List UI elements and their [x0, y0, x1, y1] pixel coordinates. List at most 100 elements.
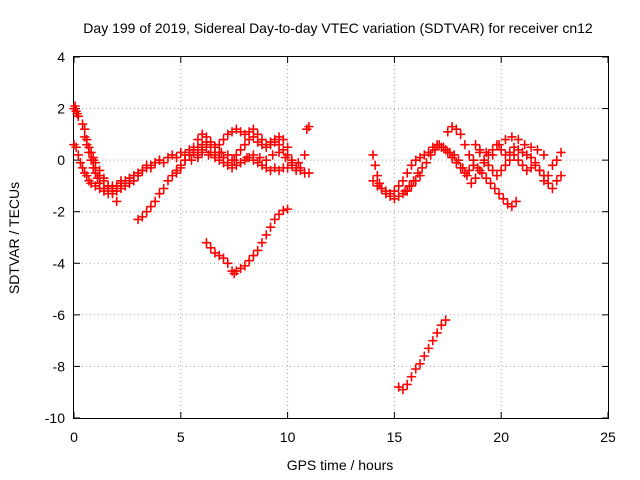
data-point — [496, 145, 506, 155]
data-point — [146, 201, 156, 212]
data-point — [406, 371, 417, 382]
data-point — [372, 170, 383, 181]
data-point — [240, 261, 250, 271]
data-point — [222, 258, 233, 269]
data-point — [222, 150, 233, 160]
data-point — [193, 134, 203, 145]
data-point — [519, 139, 530, 150]
data-point — [475, 147, 485, 158]
data-point — [464, 165, 474, 176]
data-point — [440, 315, 451, 325]
data-point — [494, 139, 504, 150]
data-point — [214, 139, 225, 150]
data-point — [483, 160, 494, 171]
series-track-1 — [69, 101, 84, 122]
data-point — [252, 129, 263, 140]
data-point — [257, 134, 267, 145]
data-point — [229, 155, 239, 165]
data-point — [255, 152, 265, 163]
data-point — [507, 132, 517, 142]
data-point — [402, 168, 413, 178]
data-point — [438, 142, 449, 153]
data-point — [472, 163, 483, 173]
data-point — [90, 163, 101, 173]
data-point — [295, 165, 306, 176]
data-point — [436, 320, 447, 330]
data-point — [133, 170, 143, 181]
series-track-16 — [393, 315, 451, 395]
data-point — [432, 328, 442, 338]
data-point — [543, 178, 553, 189]
data-point — [551, 155, 562, 165]
data-point — [547, 160, 558, 171]
data-point — [99, 175, 109, 186]
data-point — [274, 139, 284, 150]
data-point — [460, 139, 470, 150]
x-tick-label: 20 — [493, 429, 509, 445]
data-point — [158, 157, 169, 168]
data-point — [398, 175, 408, 186]
data-point — [70, 101, 80, 111]
data-point — [171, 168, 182, 178]
data-point — [466, 178, 477, 189]
data-point — [421, 157, 432, 168]
data-point — [210, 152, 220, 163]
data-point — [509, 150, 519, 160]
data-point — [370, 160, 380, 171]
data-point — [376, 183, 387, 194]
data-point — [494, 188, 504, 199]
y-tick-label: -10 — [45, 410, 65, 426]
data-point — [419, 351, 430, 361]
y-tick-label: -6 — [53, 307, 66, 323]
series-track-9 — [302, 121, 314, 134]
data-point — [79, 132, 90, 142]
data-point — [274, 209, 284, 220]
data-point — [406, 160, 417, 171]
data-point — [425, 150, 436, 160]
data-point — [75, 157, 86, 168]
data-point — [402, 379, 413, 390]
y-tick-label: -4 — [53, 255, 66, 271]
x-tick-label: 15 — [387, 429, 403, 445]
data-point — [400, 186, 410, 196]
data-point — [248, 124, 259, 134]
data-point — [470, 173, 481, 183]
data-point — [539, 170, 549, 181]
data-point — [526, 142, 536, 153]
data-point — [513, 155, 524, 165]
data-point — [150, 196, 160, 207]
y-tick-label: -8 — [53, 358, 66, 374]
series-track-7 — [171, 124, 306, 178]
x-tick-label: 25 — [600, 429, 616, 445]
data-point — [77, 119, 88, 129]
data-point — [111, 196, 122, 207]
data-point — [477, 168, 487, 178]
x-tick-label: 0 — [70, 429, 78, 445]
data-point — [304, 168, 314, 178]
data-point — [203, 150, 214, 160]
data-point — [492, 170, 502, 181]
data-point — [304, 121, 314, 132]
data-point — [82, 170, 92, 181]
data-point — [368, 150, 378, 160]
data-point — [417, 163, 427, 173]
data-point — [481, 173, 492, 183]
data-point — [171, 152, 182, 163]
data-point — [415, 359, 425, 369]
data-point — [201, 237, 212, 248]
data-point — [261, 230, 272, 240]
data-point — [534, 165, 545, 176]
data-point — [278, 134, 289, 145]
data-point — [88, 155, 99, 165]
data-point — [137, 212, 148, 222]
data-point — [496, 165, 506, 176]
series-track-15 — [470, 139, 566, 194]
data-point — [532, 145, 543, 155]
data-point — [517, 160, 528, 171]
data-point — [447, 152, 457, 163]
data-point — [455, 163, 466, 173]
data-point — [410, 364, 421, 374]
data-point — [205, 243, 216, 253]
series-track-10 — [201, 204, 293, 279]
data-point — [278, 205, 289, 216]
